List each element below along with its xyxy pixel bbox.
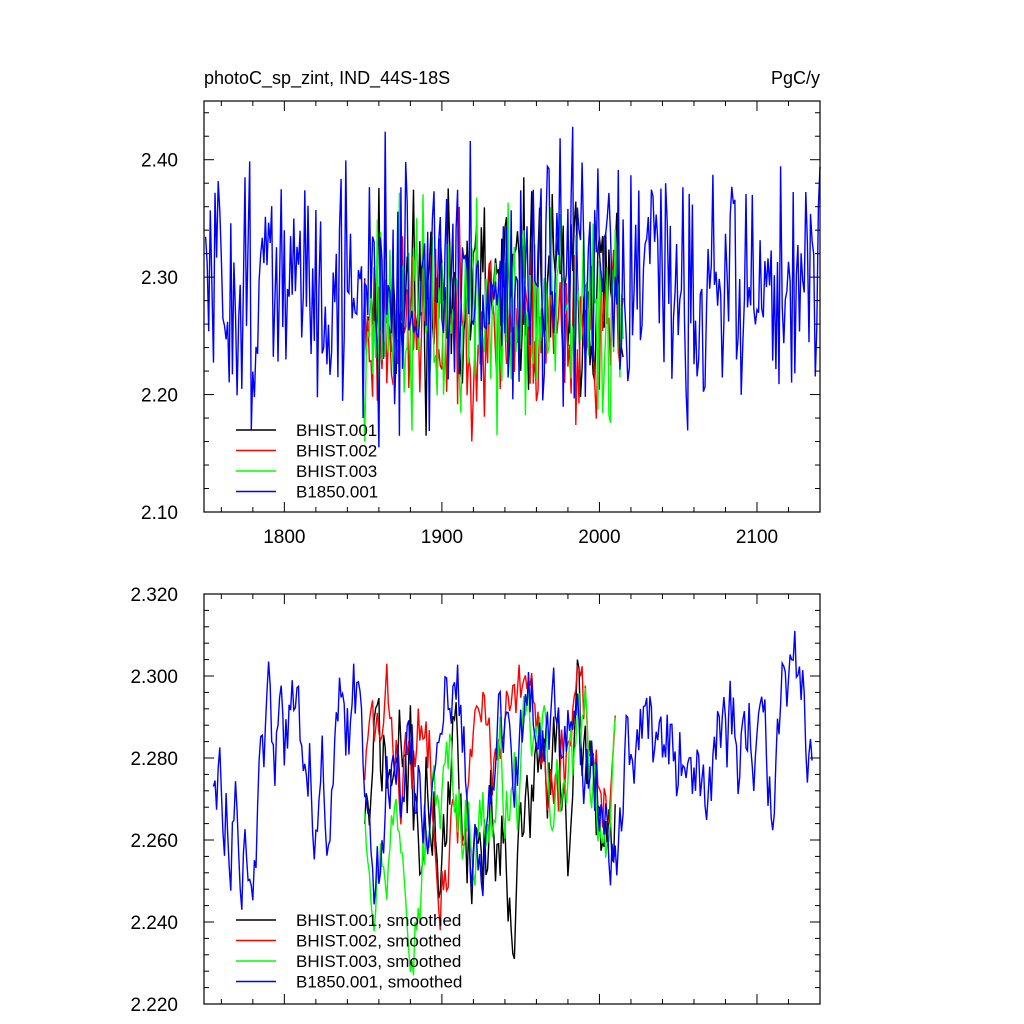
plot-frame [203,593,821,1005]
series-line-0-1 [362,206,624,442]
legend-label: BHIST.003, smoothed [296,952,461,971]
y-tick-label: 2.300 [130,667,178,688]
x-tick-label: 2000 [578,527,620,548]
legend-label: B1850.001 [296,483,378,502]
top-axes: 1800 1900 2000 2100 2.10 2.20 2.30 2.40 [141,100,821,548]
y-tick-label: 2.30 [141,268,178,289]
bottom-panel: 2.220 2.240 2.260 2.280 2.300 2.320 BHIST.001… [130,585,821,1016]
top-series-group [204,126,821,448]
bottom-legend: BHIST.001, smoothed BHIST.002, smoothedBH… [236,911,462,992]
plot-frame [203,100,821,513]
legend-label: B1850.001, smoothed [296,973,462,992]
legend-label: BHIST.001 [296,421,377,440]
y-tick-label: 2.240 [130,913,178,934]
y-tick-label: 2.260 [130,831,178,852]
top-title-left: photoC_sp_zint, IND_44S-18S [204,68,450,89]
series-line-1-2 [364,684,616,976]
bottom-axes: 2.220 2.240 2.260 2.280 2.300 2.320 [130,585,821,1016]
series-line-0-3 [204,126,821,448]
y-tick-label: 2.20 [141,386,178,407]
legend-label: BHIST.001, smoothed [296,911,461,930]
x-tick-label: 1800 [263,527,305,548]
series-line-1-3 [212,630,813,910]
bottom-series-group [212,630,813,976]
y-tick-label: 2.10 [141,503,178,524]
x-tick-label: 1900 [421,527,463,548]
legend-label: BHIST.002 [296,442,377,461]
top-title-right: PgC/y [771,68,820,88]
top-panel: photoC_sp_zint, IND_44S-18S PgC/y 1800 19… [141,68,821,548]
y-tick-label: 2.320 [130,585,178,606]
legend-label: BHIST.003 [296,462,377,481]
y-tick-label: 2.40 [141,151,178,172]
y-tick-label: 2.220 [130,995,178,1016]
series-line-0-2 [362,192,624,442]
x-tick-label: 2100 [736,527,778,548]
legend-label: BHIST.002, smoothed [296,932,461,951]
y-tick-label: 2.280 [130,749,178,770]
